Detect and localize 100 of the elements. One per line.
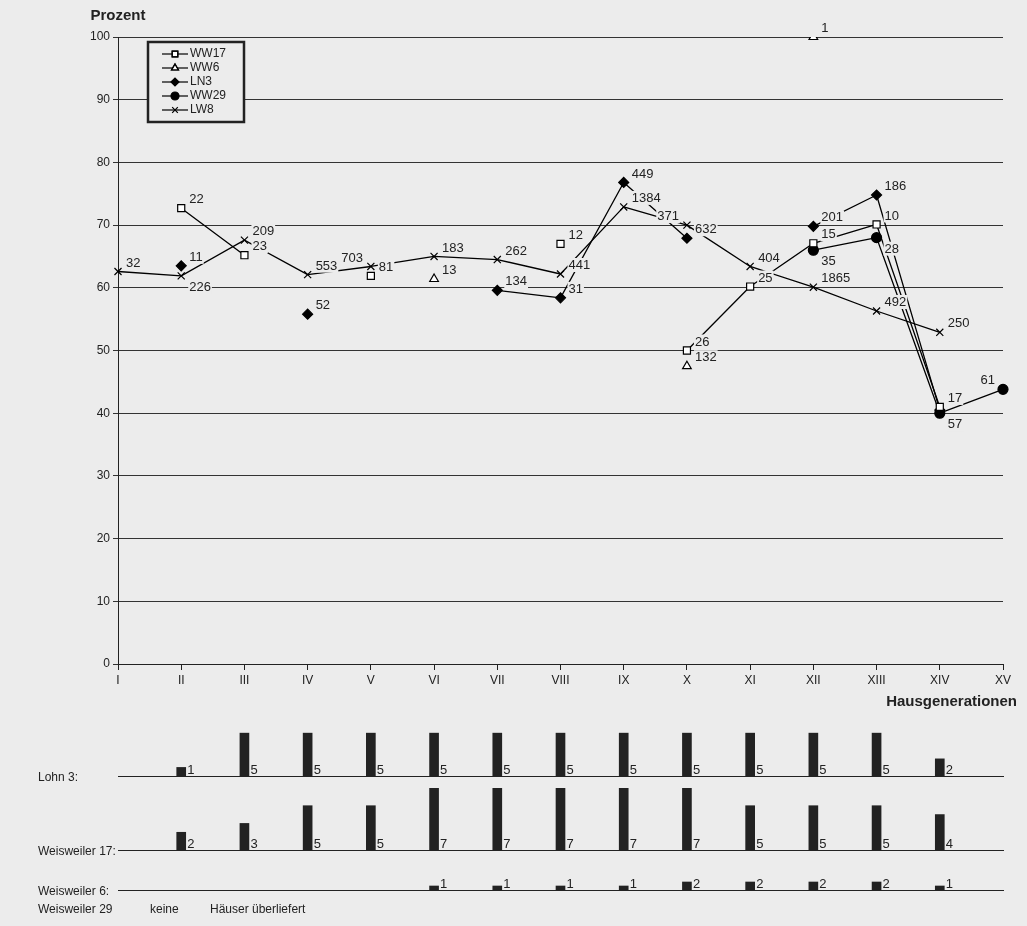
data-label: 2 (692, 876, 701, 892)
data-label: 2 (187, 836, 195, 852)
annotation: 81 (378, 258, 394, 274)
y-tick-label: 60 (96, 280, 111, 295)
annotation: 201 (821, 209, 844, 225)
data-label: 4 (945, 836, 954, 852)
data-label: 2 (882, 876, 890, 892)
y-tick-label: 80 (96, 154, 111, 169)
annotation: 57 (947, 416, 963, 432)
data-label: 1 (945, 876, 954, 892)
data-label: 1 (503, 876, 511, 892)
annotation: 250 (947, 315, 970, 331)
annotation: 553 (315, 257, 338, 273)
x-tick-label: VII (489, 672, 505, 687)
annotation: 1384 (631, 190, 661, 205)
annotation: 186 (884, 178, 907, 194)
annotation: 25 (758, 269, 773, 285)
annotation: 449 (631, 165, 654, 181)
y-tick-label: 70 (96, 217, 111, 232)
y-tick-label: 30 (96, 468, 111, 483)
data-label: 3 (250, 836, 258, 852)
data-label: 5 (629, 762, 637, 778)
y-tick-label: 90 (96, 92, 111, 107)
x-tick-label: IV (301, 672, 314, 687)
data-label: 5 (376, 836, 385, 852)
data-label: 2 (819, 876, 827, 892)
x-tick-label: III (239, 672, 250, 687)
x-tick-label: VI (428, 672, 440, 687)
annotation: 23 (252, 238, 267, 254)
x-tick-label: II (177, 672, 185, 687)
data-label: 5 (756, 762, 764, 778)
data-label: 7 (503, 836, 511, 852)
annotation: 10 (884, 207, 900, 223)
annotation: 12 (568, 226, 583, 242)
data-label: 7 (692, 836, 701, 852)
annotation: 404 (758, 249, 780, 265)
annotation: 26 (694, 333, 710, 349)
x-tick-label: XIV (930, 672, 950, 687)
y-tick-label: 40 (96, 405, 111, 420)
data-label: 7 (566, 836, 574, 852)
y-tick-label: 50 (96, 342, 111, 357)
annotation: 226 (189, 278, 211, 294)
legend-label: LW8 (190, 102, 215, 117)
y-tick-label: 100 (89, 29, 111, 44)
y-tick-label: 20 (96, 530, 111, 545)
data-label: 1 (440, 876, 448, 892)
y-tick-label: 10 (96, 593, 111, 608)
x-tick-label: XII (806, 672, 821, 687)
data-label: 5 (756, 836, 764, 852)
data-label: 5 (376, 762, 385, 778)
data-label: 5 (566, 762, 574, 778)
annotation: 15 (821, 226, 836, 242)
data-label: 5 (819, 836, 827, 852)
annotation: 17 (947, 390, 963, 406)
chart-title: Weisweiler 6: (38, 884, 110, 898)
text: Häuser überliefert (210, 902, 306, 916)
data-label: 1 (187, 762, 195, 778)
data-label: 5 (882, 762, 890, 778)
legend-label: LN3 (190, 74, 213, 89)
annotation: 134 (505, 273, 527, 289)
y-tick-label: 0 (103, 656, 111, 671)
annotation: 52 (315, 297, 331, 313)
data-label: 5 (440, 762, 448, 778)
data-label: 1 (629, 876, 637, 892)
data-label: 1 (566, 876, 574, 892)
annotation: 703 (341, 249, 363, 265)
annotation: 13 (442, 262, 457, 278)
data-label: 7 (629, 836, 637, 852)
annotation: 1865 (821, 270, 851, 286)
data-label: 2 (756, 876, 764, 892)
annotation: 11 (189, 248, 203, 264)
annotation: 262 (505, 242, 527, 258)
text: Lohn 3: (38, 770, 79, 784)
data-label: 5 (503, 762, 511, 778)
annotation: 61 (980, 372, 996, 388)
x-tick-label: XIII (867, 672, 886, 687)
annotation: 22 (189, 191, 204, 207)
data-label: 5 (313, 836, 321, 852)
annotation: 371 (657, 208, 679, 224)
legend-label: WW6 (190, 60, 220, 75)
annotation: 132 (694, 349, 717, 365)
annotation: 492 (884, 294, 907, 310)
text: keine (150, 902, 179, 916)
data-label: 5 (250, 762, 258, 778)
x-tick-label: I (116, 672, 120, 687)
annotation: 183 (442, 239, 464, 255)
legend-label: WW17 (190, 46, 227, 61)
annotation: 1 (821, 20, 829, 36)
annotation: 32 (126, 254, 141, 270)
annotation: 632 (694, 221, 717, 237)
x-axis-title: Hausgenerationen (886, 692, 1017, 709)
x-tick-label: IX (618, 672, 630, 687)
data-label: 5 (882, 836, 890, 852)
data-label: 5 (819, 762, 827, 778)
x-tick-label: V (366, 672, 375, 687)
x-tick-label: XI (744, 672, 756, 687)
data-label: 7 (440, 836, 448, 852)
data-label: 5 (692, 762, 701, 778)
legend-label: WW29 (190, 88, 227, 103)
annotation: 28 (884, 240, 900, 256)
